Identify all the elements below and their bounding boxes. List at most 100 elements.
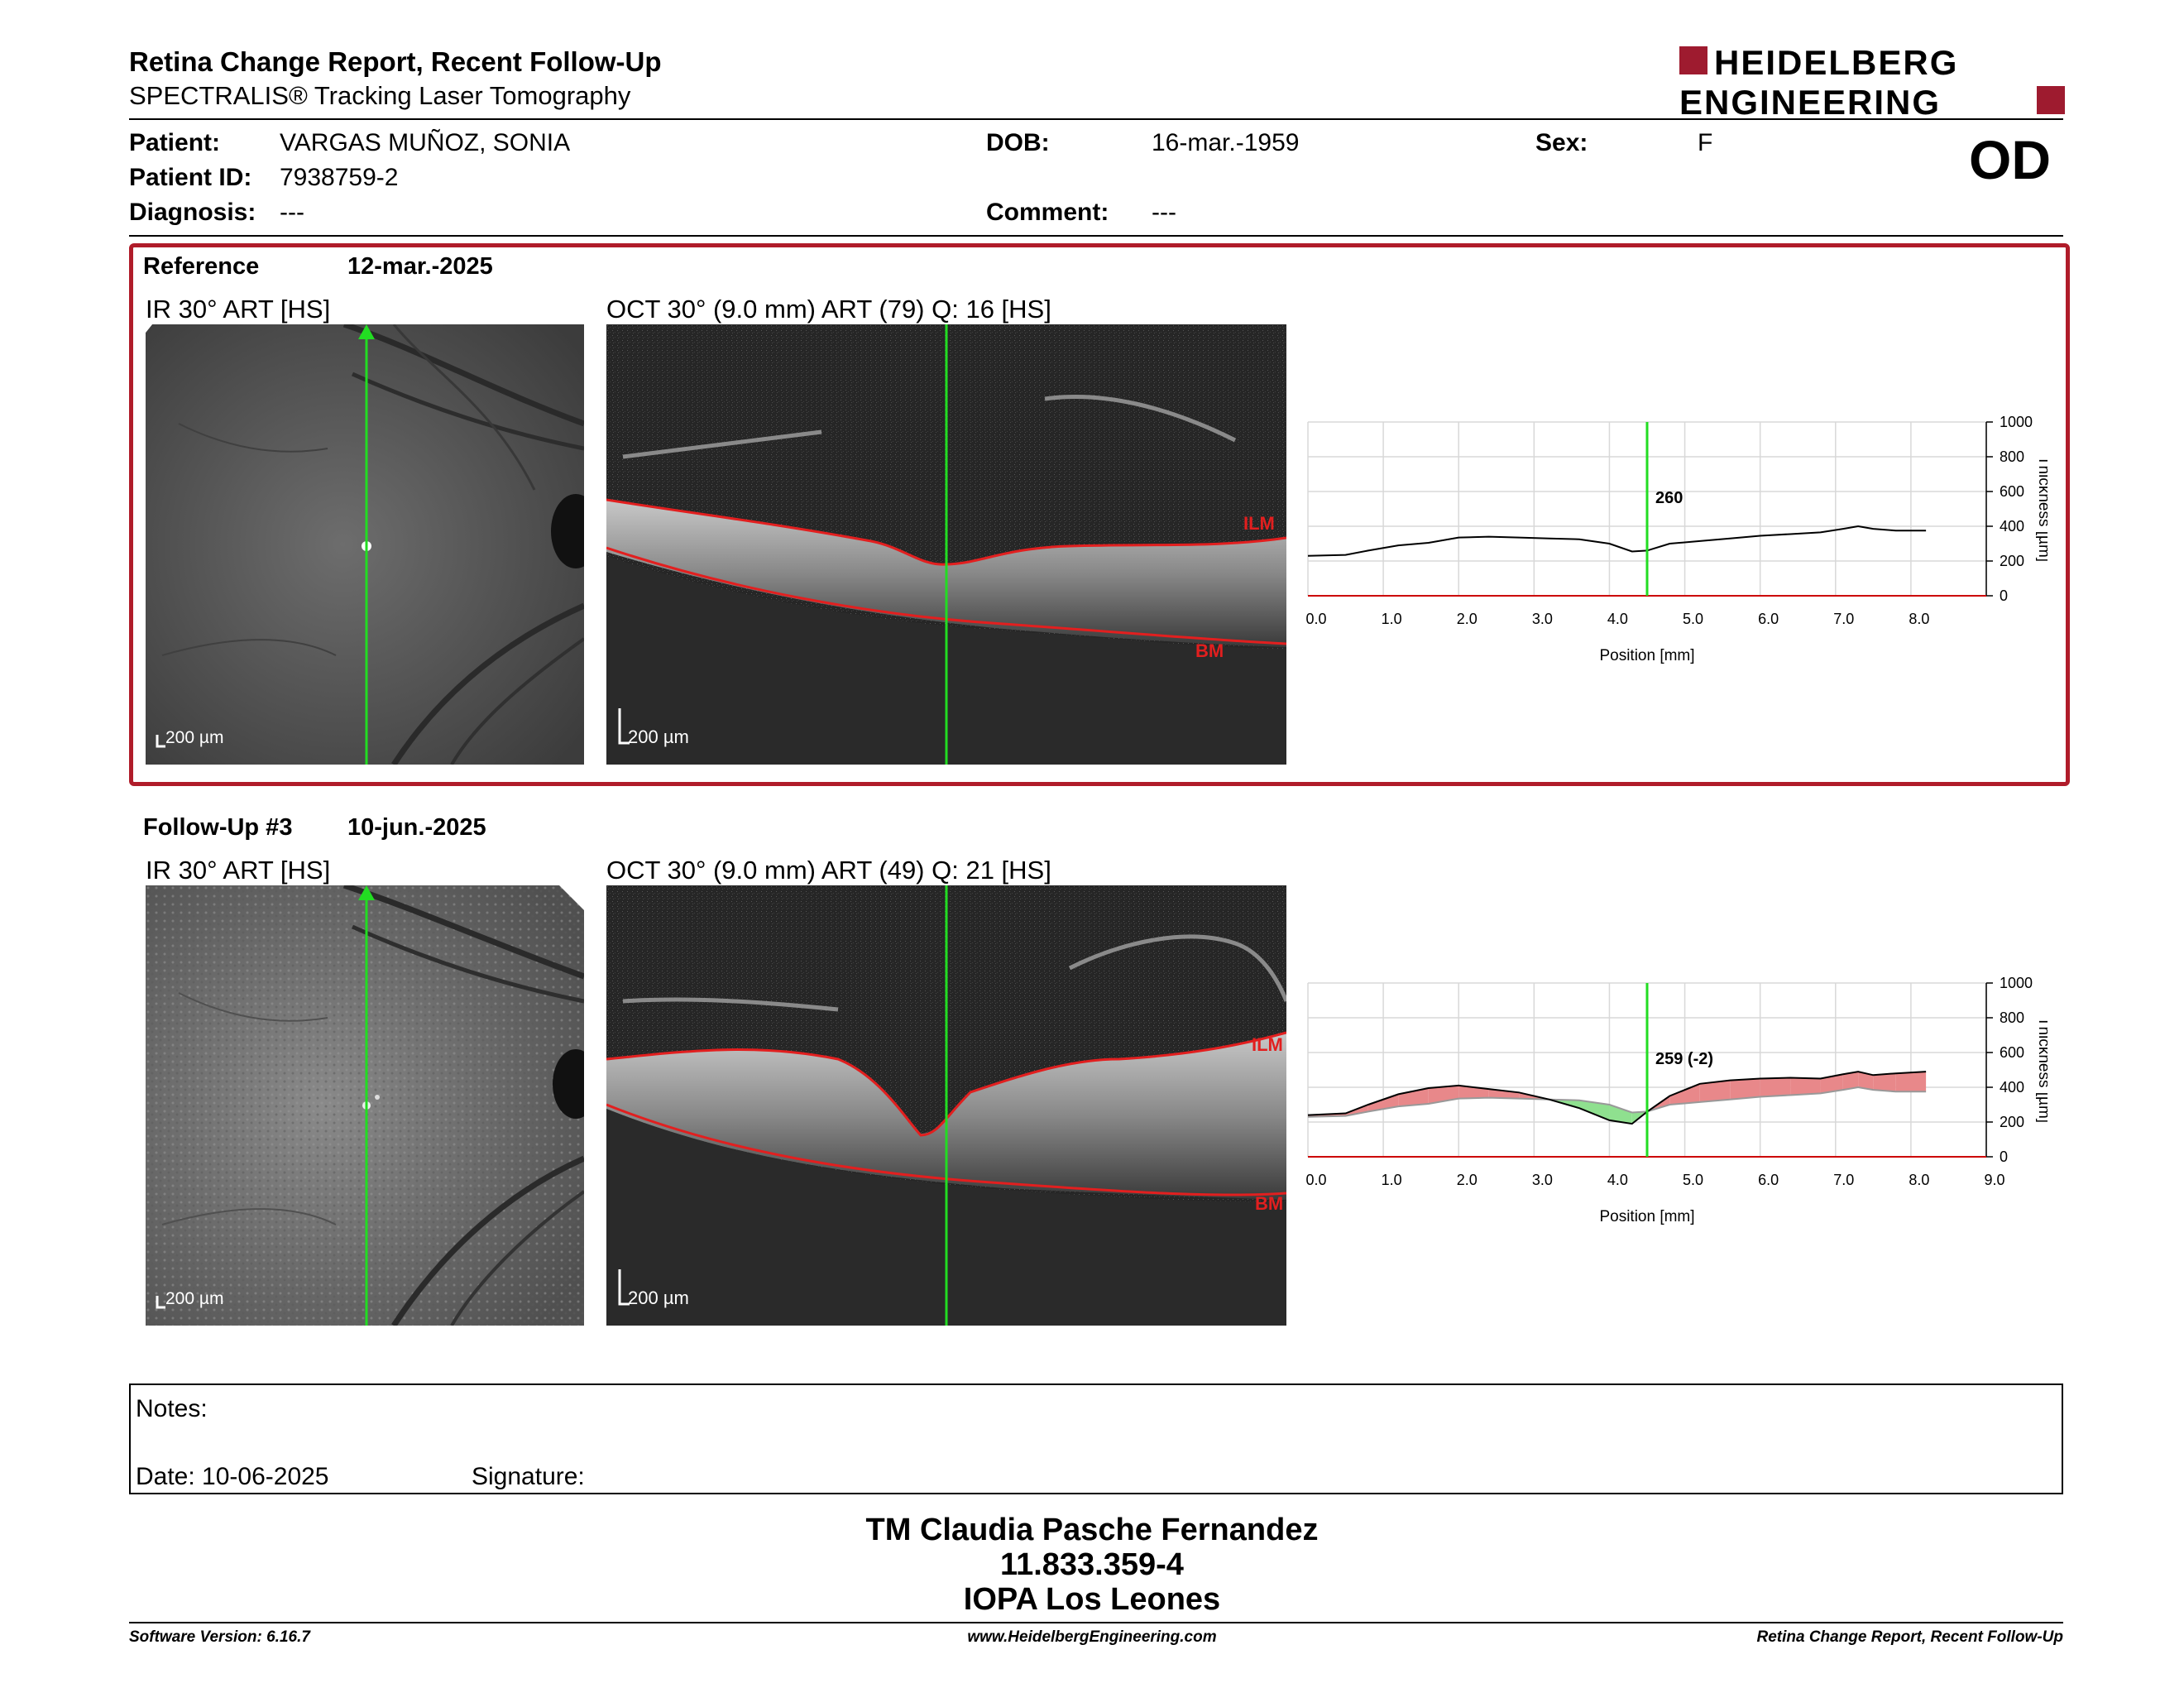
- x-tick-label: 1.0: [1382, 611, 1402, 627]
- followup-oct-label: OCT 30° (9.0 mm) ART (49) Q: 21 [HS]: [606, 856, 1051, 885]
- x-tick-label: 1.0: [1382, 1172, 1402, 1188]
- followup-ilm-label: ILM: [1252, 1034, 1283, 1055]
- sex-label: Sex:: [1535, 129, 1588, 156]
- website-link[interactable]: www.HeidelbergEngineering.com: [967, 1628, 1217, 1646]
- thickness-increase-area: [1895, 1072, 1927, 1092]
- notes-label: Notes:: [136, 1395, 208, 1422]
- reference-thickness-chart: 0.0 1.0 2.0 3.0 4.0 5.0 6.0 7.0 8.0 0 200 400 600 800…: [1303, 414, 2052, 679]
- reference-ir-scalebar-label: 200 µm: [165, 728, 224, 747]
- x-tick-label: 8.0: [1909, 1172, 1929, 1188]
- x-tick-label: 2.0: [1457, 611, 1478, 627]
- patient-name: VARGAS MUÑOZ, SONIA: [280, 129, 571, 156]
- footer-rule: [129, 1622, 2063, 1623]
- footer-report-name: Retina Change Report, Recent Follow-Up: [1756, 1628, 2063, 1646]
- followup-ir-image: 200 µm: [146, 885, 584, 1326]
- marker-value-label: 260: [1655, 489, 1683, 507]
- sex-value: F: [1698, 129, 1713, 156]
- patient-id-label: Patient ID:: [129, 164, 252, 191]
- report-title: Retina Change Report, Recent Follow-Up: [129, 46, 662, 77]
- followup-oct-image: 200 µm ILM BM: [606, 885, 1286, 1326]
- followup-thickness-chart: 0.0 1.0 2.0 3.0 4.0 5.0 6.0 7.0 8.0 9.0 0 200 400 600…: [1303, 975, 2052, 1240]
- followup-date: 10-jun.-2025: [347, 814, 486, 841]
- thickness-decrease-area: [1609, 1105, 1632, 1125]
- y-tick-label: 200: [2000, 553, 2024, 569]
- notes-box[interactable]: [129, 1383, 2063, 1494]
- report-subtitle: SPECTRALIS® Tracking Laser Tomography: [129, 81, 631, 110]
- reference-frame: [129, 243, 2070, 786]
- followup-ir-scalebar-label: 200 µm: [165, 1289, 224, 1308]
- x-tick-label: 2.0: [1457, 1172, 1478, 1188]
- thickness-increase-area: [1760, 1077, 1791, 1097]
- x-tick-label: 0.0: [1305, 611, 1326, 627]
- thickness-increase-area: [1790, 1077, 1821, 1096]
- y-tick-label: 800: [2000, 448, 2024, 465]
- x-tick-label: 5.0: [1683, 1172, 1703, 1188]
- x-axis-title: Position [mm]: [1599, 1208, 1694, 1225]
- x-tick-label: 9.0: [1984, 1172, 2004, 1188]
- thickness-increase-area: [1669, 1083, 1700, 1105]
- clinic-name: IOPA Los Leones: [963, 1582, 1221, 1617]
- thickness-increase-area: [1730, 1078, 1760, 1100]
- thickness-increase-area: [1699, 1080, 1731, 1102]
- thickness-increase-area: [1873, 1073, 1896, 1092]
- x-tick-label: 4.0: [1607, 1172, 1628, 1188]
- comment-label: Comment:: [986, 199, 1109, 226]
- y-tick-label: 1000: [2000, 975, 2033, 991]
- reference-date: 12-mar.-2025: [347, 253, 493, 280]
- eye-indicator: OD: [1969, 129, 2051, 190]
- signature-label: Signature:: [472, 1463, 585, 1490]
- x-tick-label: 0.0: [1305, 1172, 1326, 1188]
- technician-rut: 11.833.359-4: [1000, 1547, 1184, 1582]
- diagnosis-value: ---: [280, 199, 304, 226]
- reference-ir-image: 200 µm: [146, 324, 584, 765]
- reference-thickness-line: [1307, 1086, 1927, 1118]
- reference-oct-label: OCT 30° (9.0 mm) ART (79) Q: 16 [HS]: [606, 295, 1051, 324]
- reference-oct-scalebar-label: 200 µm: [628, 727, 689, 747]
- heidelberg-logo: HEIDELBERG ENGINEERING: [1679, 43, 2065, 122]
- dob-value: 16-mar.-1959: [1152, 129, 1300, 156]
- thickness-increase-area: [1842, 1072, 1859, 1091]
- y-tick-label: 600: [2000, 1044, 2024, 1061]
- y-tick-label: 400: [2000, 518, 2024, 535]
- logo-text-2: ENGINEERING: [1679, 83, 1941, 119]
- reference-bm-label: BM: [1195, 640, 1224, 661]
- followup-oct-scalebar-label: 200 µm: [628, 1288, 689, 1308]
- x-tick-label: 3.0: [1532, 1172, 1553, 1188]
- diagnosis-label: Diagnosis:: [129, 199, 256, 226]
- reference-ilm-label: ILM: [1243, 513, 1275, 534]
- y-tick-label: 600: [2000, 483, 2024, 500]
- y-tick-label: 0: [2000, 1149, 2008, 1165]
- dob-label: DOB:: [986, 129, 1050, 156]
- logo-text-1: HEIDELBERG: [1714, 43, 1958, 82]
- reference-oct-image: 200 µm ILM BM: [606, 324, 1286, 765]
- followup-chart-svg: 0.0 1.0 2.0 3.0 4.0 5.0 6.0 7.0 8.0 9.0 0 200 400 600…: [1305, 975, 2052, 1225]
- x-tick-label: 4.0: [1607, 611, 1628, 627]
- thickness-increase-area: [1858, 1072, 1874, 1091]
- thickness-line: [1307, 525, 1927, 557]
- reference-label: Reference: [143, 253, 260, 280]
- x-tick-label: 6.0: [1758, 611, 1779, 627]
- header-rule: [129, 118, 2063, 120]
- x-tick-label: 6.0: [1758, 1172, 1779, 1188]
- patient-id: 7938759-2: [280, 164, 399, 191]
- thickness-increase-area: [1820, 1074, 1843, 1094]
- y-axis-title: Thickness [µm]: [2035, 456, 2048, 562]
- x-tick-label: 7.0: [1833, 1172, 1854, 1188]
- technician-name: TM Claudia Pasche Fernandez: [865, 1513, 1319, 1547]
- notes-date: Date: 10-06-2025: [136, 1463, 329, 1490]
- followup-ir-label: IR 30° ART [HS]: [146, 856, 331, 885]
- y-tick-label: 400: [2000, 1079, 2024, 1096]
- thickness-decrease-area: [1579, 1100, 1610, 1120]
- x-tick-label: 8.0: [1909, 611, 1929, 627]
- thickness-increase-area: [1488, 1089, 1520, 1099]
- patient-label: Patient:: [129, 129, 221, 156]
- x-tick-label: 7.0: [1833, 611, 1854, 627]
- patient-rule: [129, 235, 2063, 237]
- reference-chart-svg: 0.0 1.0 2.0 3.0 4.0 5.0 6.0 7.0 8.0 0 200 400 600 800…: [1305, 414, 2052, 664]
- x-tick-label: 3.0: [1532, 611, 1553, 627]
- x-tick-label: 5.0: [1683, 611, 1703, 627]
- y-axis-title: Thickness [µm]: [2035, 1017, 2048, 1123]
- followup-bm-label: BM: [1255, 1193, 1284, 1214]
- x-axis-title: Position [mm]: [1599, 647, 1694, 664]
- y-tick-label: 0: [2000, 587, 2008, 604]
